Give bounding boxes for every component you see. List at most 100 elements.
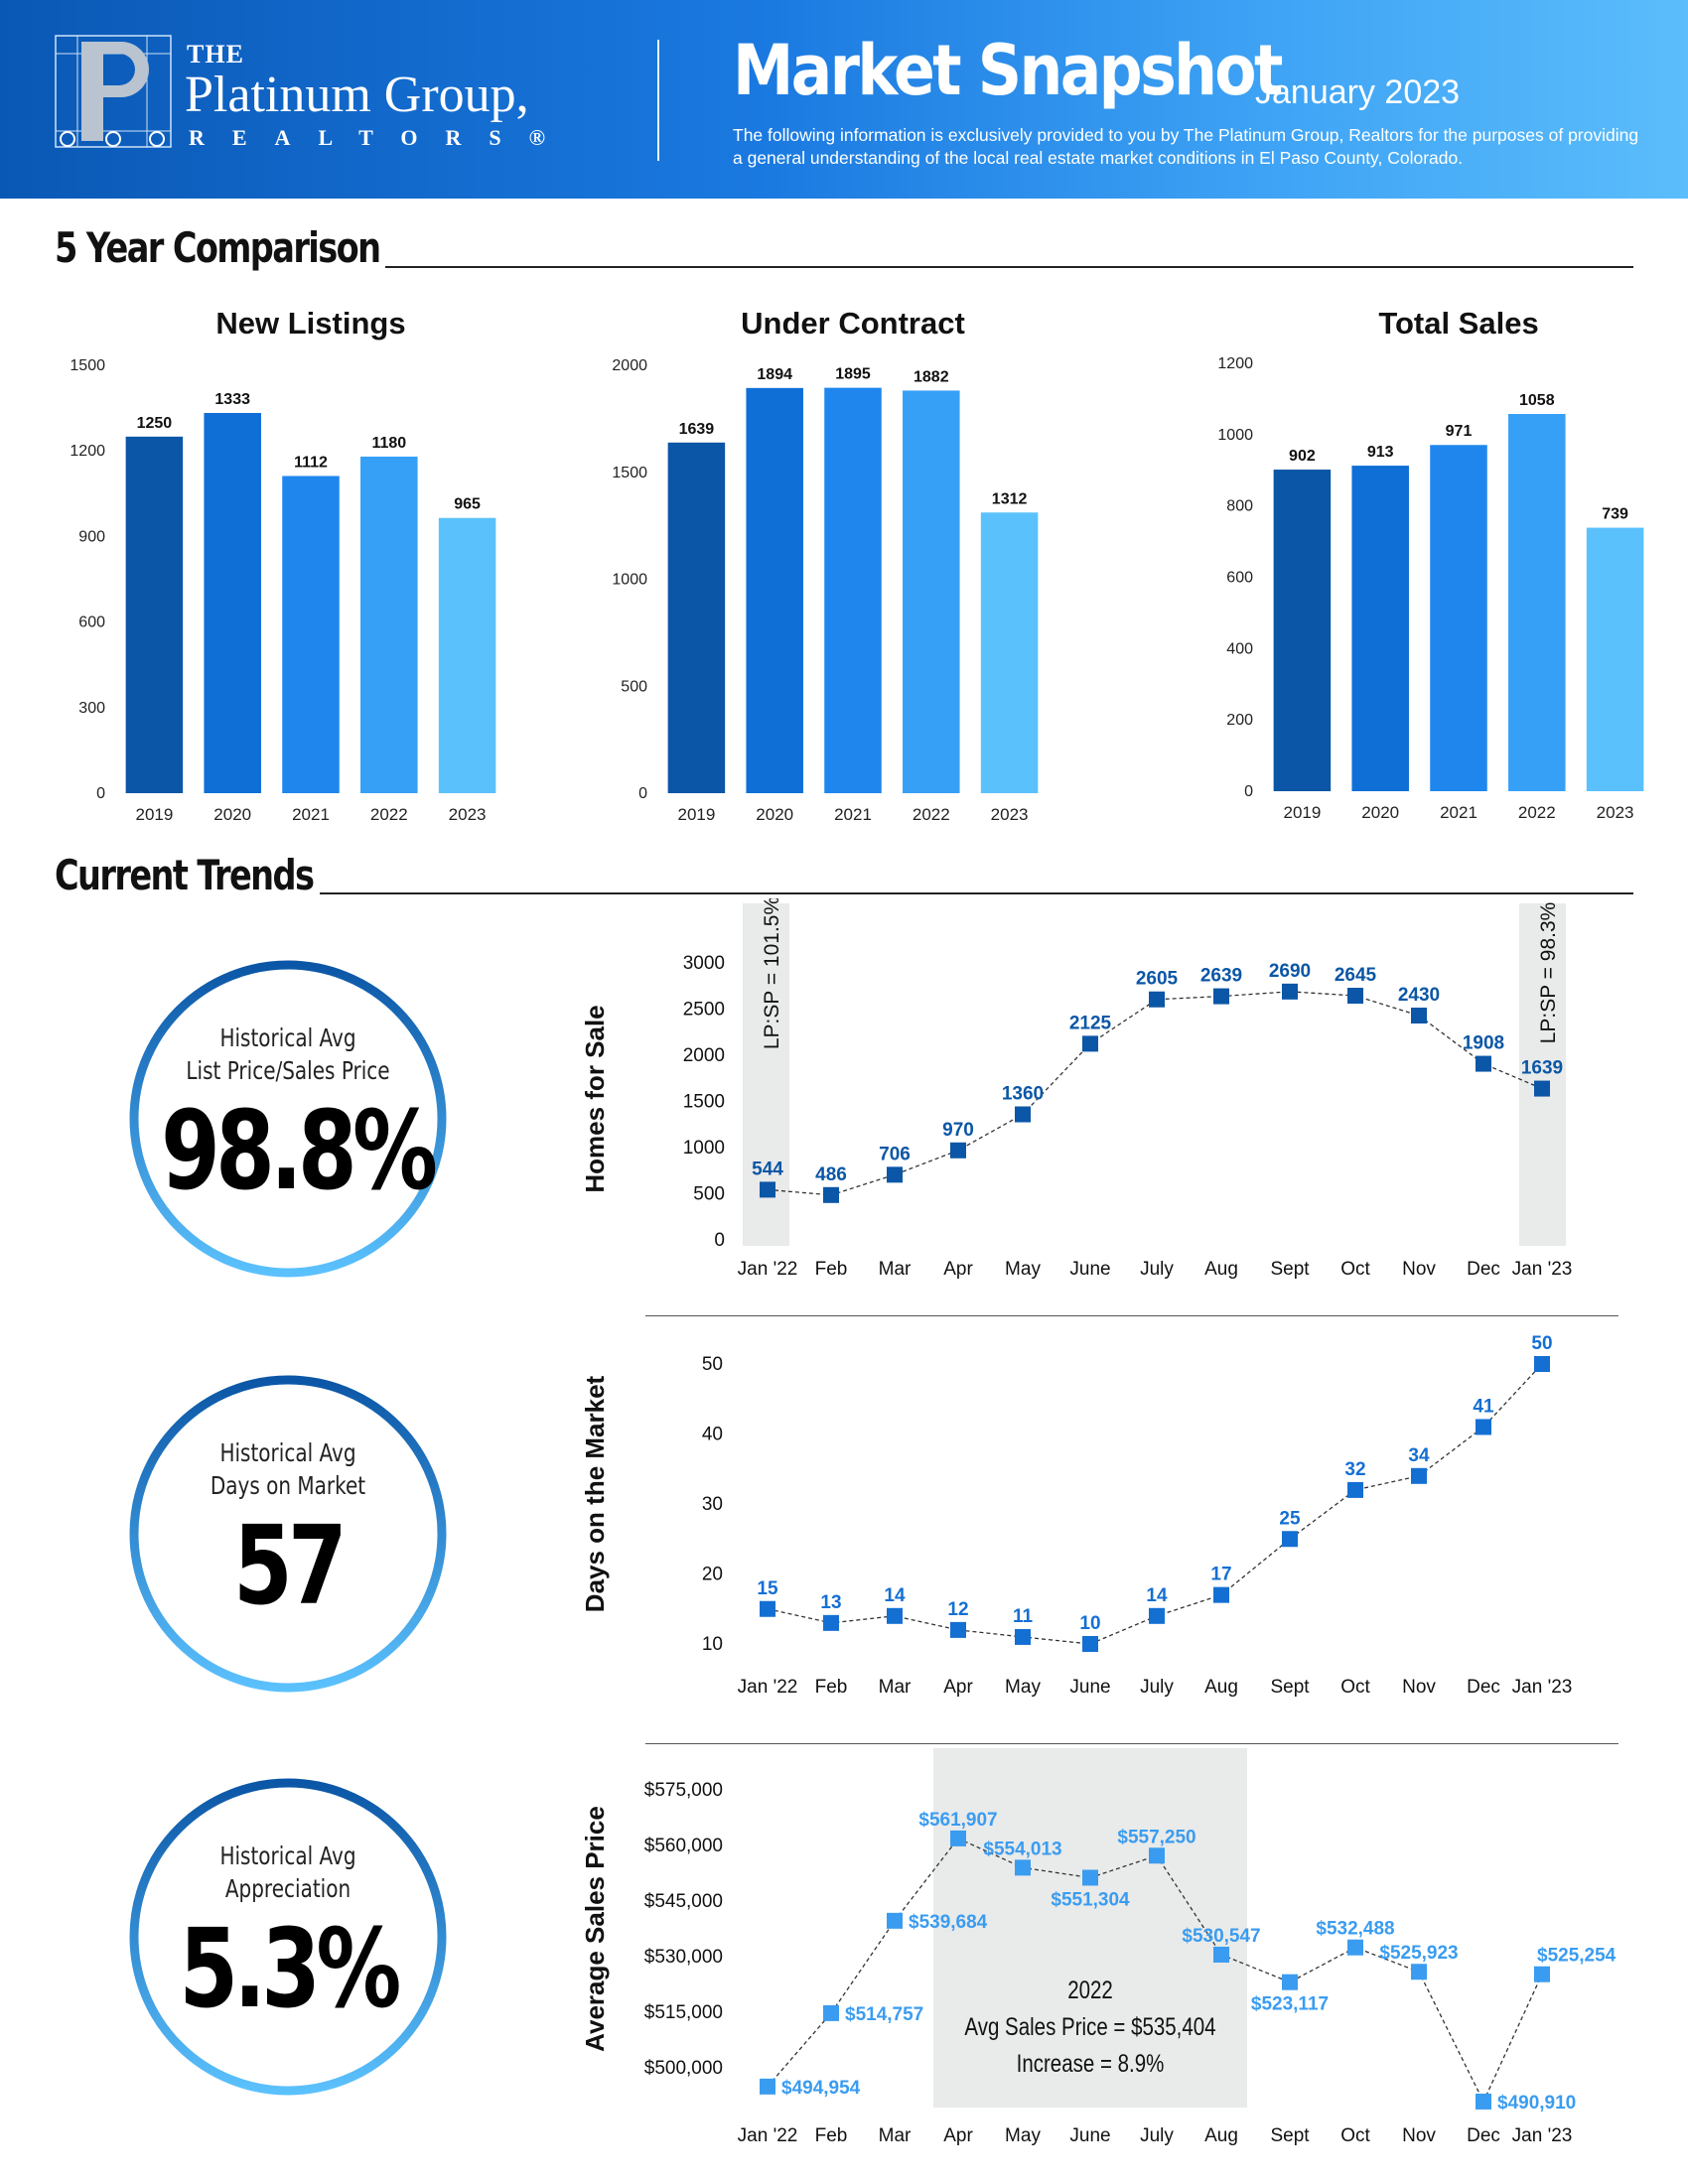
y-tick-label: 600 bbox=[78, 614, 105, 631]
data-label: 970 bbox=[942, 1120, 974, 1141]
data-point bbox=[1082, 1869, 1098, 1886]
x-tick-label: Sept bbox=[1270, 1677, 1310, 1698]
bar bbox=[1430, 445, 1487, 791]
x-tick-label: Apr bbox=[943, 2125, 973, 2146]
x-tick-label: 2019 bbox=[1283, 803, 1321, 822]
band-annotation: 2022 bbox=[1067, 1976, 1113, 2003]
x-tick-label: 2021 bbox=[292, 805, 330, 824]
bar bbox=[282, 476, 340, 793]
data-label: 15 bbox=[757, 1578, 778, 1599]
data-label: 41 bbox=[1473, 1396, 1494, 1417]
data-label: $525,923 bbox=[1379, 1943, 1458, 1964]
data-point bbox=[1347, 1939, 1363, 1956]
x-tick-label: 2021 bbox=[1440, 803, 1477, 822]
bar bbox=[903, 390, 960, 793]
x-tick-label: 2020 bbox=[213, 805, 251, 824]
data-point bbox=[760, 1181, 775, 1198]
data-label: $551,304 bbox=[1051, 1889, 1130, 1910]
data-point bbox=[823, 1614, 839, 1631]
x-tick-label: 2022 bbox=[1518, 803, 1556, 822]
x-tick-label: June bbox=[1069, 1259, 1110, 1280]
highlight-band bbox=[933, 1748, 1247, 2108]
y-tick-label: 40 bbox=[702, 1425, 723, 1445]
page-title: Market Snapshot bbox=[733, 30, 1283, 111]
new-listings-chart: New Listings 0 300 600 900 1200 1500 1250 2019 13… bbox=[70, 306, 496, 824]
x-tick-label: Mar bbox=[879, 1677, 912, 1698]
data-label: 1639 bbox=[1521, 1058, 1563, 1079]
x-tick-label: June bbox=[1069, 1677, 1110, 1698]
data-point bbox=[1476, 1419, 1491, 1435]
section-title-five-year: 5 Year Comparison bbox=[55, 223, 381, 272]
bar bbox=[824, 387, 882, 793]
x-tick-label: July bbox=[1140, 2125, 1174, 2146]
stat-days-on-market: Historical Avg Days on Market 57 bbox=[125, 1371, 451, 1697]
y-tick-label: 0 bbox=[638, 785, 647, 802]
x-tick-label: 2023 bbox=[1597, 803, 1634, 822]
highlight-band bbox=[1519, 903, 1566, 1246]
x-tick-label: 2023 bbox=[991, 805, 1029, 824]
section-rule bbox=[320, 892, 1633, 894]
x-tick-label: Jan '22 bbox=[738, 1677, 798, 1698]
x-tick-label: May bbox=[1005, 1259, 1041, 1280]
bar-value-label: 1312 bbox=[992, 490, 1028, 507]
section-rule bbox=[385, 266, 1633, 268]
data-label: 13 bbox=[820, 1592, 841, 1613]
data-label: 544 bbox=[752, 1159, 783, 1179]
band-annotation: Avg Sales Price = $535,404 bbox=[964, 2012, 1215, 2040]
stat-value: 98.8% bbox=[161, 1087, 438, 1214]
x-tick-label: Nov bbox=[1402, 2125, 1436, 2146]
x-tick-label: Mar bbox=[879, 2125, 912, 2146]
y-tick-label: 200 bbox=[1226, 712, 1253, 729]
data-point bbox=[1082, 1636, 1098, 1652]
data-point bbox=[950, 1142, 966, 1159]
data-point bbox=[1347, 988, 1363, 1005]
bar-value-label: 902 bbox=[1289, 448, 1316, 465]
chart-divider bbox=[645, 1743, 1618, 1745]
y-tick-label: 900 bbox=[78, 528, 105, 545]
bar-value-label: 1895 bbox=[835, 366, 871, 383]
data-point bbox=[1149, 1847, 1165, 1864]
y-axis-label: Homes for Sale bbox=[580, 1005, 610, 1192]
y-tick-label: 1000 bbox=[612, 572, 647, 589]
bar bbox=[1273, 470, 1332, 791]
x-tick-label: Oct bbox=[1340, 2125, 1370, 2146]
data-label: 2645 bbox=[1335, 965, 1377, 986]
stat-label: Historical Avg bbox=[219, 1842, 356, 1870]
x-tick-label: Oct bbox=[1340, 1259, 1370, 1280]
y-tick-label: 800 bbox=[1226, 498, 1253, 515]
y-tick-label: 2000 bbox=[683, 1045, 725, 1066]
y-tick-label: 20 bbox=[702, 1565, 723, 1585]
stat-label: Historical Avg bbox=[219, 1438, 356, 1467]
stat-value: 5.3% bbox=[179, 1905, 401, 2032]
data-label: 2690 bbox=[1269, 961, 1311, 982]
data-point bbox=[1015, 1859, 1031, 1876]
lp-sp-annotation: LP:SP = 98.3% bbox=[1537, 902, 1560, 1044]
data-label: 2605 bbox=[1136, 969, 1179, 990]
stat-ring bbox=[129, 1375, 447, 1693]
data-label: 486 bbox=[815, 1164, 847, 1185]
data-label: 10 bbox=[1079, 1613, 1100, 1634]
y-tick-label: 1500 bbox=[683, 1092, 725, 1113]
data-point bbox=[823, 2004, 839, 2021]
data-label: $530,547 bbox=[1182, 1926, 1260, 1947]
data-label: $539,684 bbox=[909, 1912, 988, 1933]
data-point bbox=[887, 1607, 903, 1624]
x-tick-label: June bbox=[1069, 2125, 1110, 2146]
header-banner: THE Platinum Group, REALTORS® Market Sna… bbox=[0, 0, 1688, 199]
data-point bbox=[1411, 1964, 1427, 1980]
x-tick-label: 2020 bbox=[756, 805, 793, 824]
y-tick-label: $500,000 bbox=[644, 2058, 723, 2079]
bar-value-label: 1250 bbox=[137, 415, 173, 432]
x-tick-label: Mar bbox=[879, 1259, 912, 1280]
bar bbox=[1586, 527, 1644, 791]
x-tick-label: Sept bbox=[1270, 2125, 1310, 2146]
y-tick-label: 400 bbox=[1226, 640, 1253, 657]
data-point bbox=[1476, 2093, 1491, 2110]
y-tick-label: 1500 bbox=[70, 357, 105, 374]
data-point bbox=[1534, 1080, 1550, 1097]
y-tick-label: 1500 bbox=[612, 465, 647, 481]
data-point bbox=[1534, 1966, 1550, 1982]
header-divider bbox=[657, 40, 659, 161]
logo-the: THE bbox=[187, 40, 244, 68]
x-tick-label: 2022 bbox=[370, 805, 408, 824]
